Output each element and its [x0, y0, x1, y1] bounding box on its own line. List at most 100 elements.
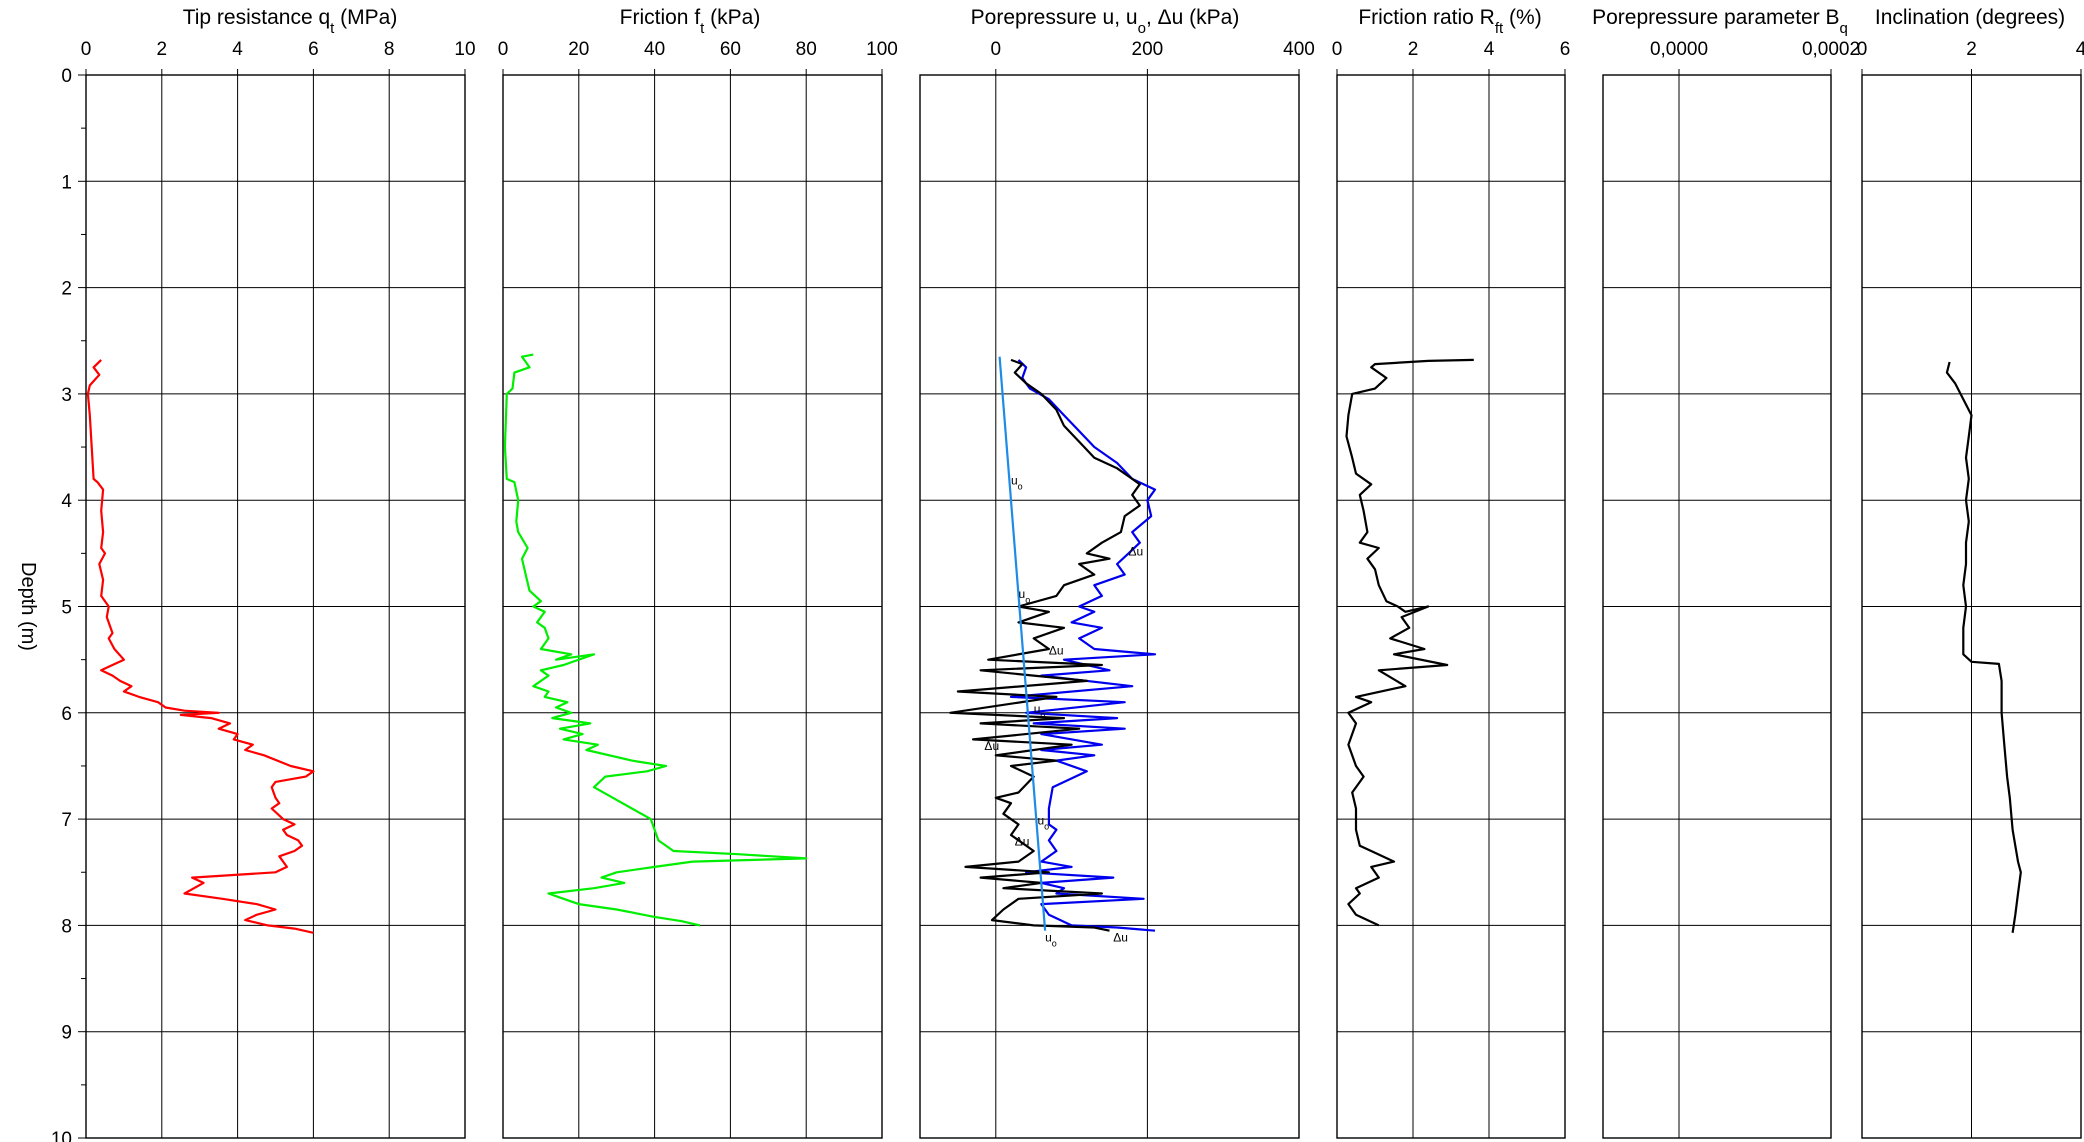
panel-title: Friction ratio Rft (%) [1358, 6, 1541, 37]
depth-tick-label: 1 [61, 172, 72, 193]
x-tick-label: 2 [1966, 39, 1977, 60]
panel-title-unit: (kPa) [704, 6, 760, 29]
x-tick-label: 8 [384, 39, 395, 60]
series-line-fric-1 [503, 353, 808, 927]
series-line-tip-0 [86, 359, 315, 934]
panel-title-sub: t [700, 20, 705, 37]
panel-frame [502, 74, 883, 1139]
depth-tick-label: 5 [61, 598, 72, 619]
curve-annotation-sub: o [1040, 710, 1045, 720]
panel-title-sub: o [1138, 20, 1146, 37]
panel-title-sub: q [1840, 20, 1848, 37]
curve-annotation-sub: o [1025, 595, 1030, 605]
curve-annotation-text: u [1037, 813, 1044, 827]
series-line-pore-4 [998, 356, 1047, 931]
depth-tick-label: 4 [61, 491, 72, 512]
x-tick-label: 2 [157, 39, 168, 60]
curve-annotation: Δu [1113, 930, 1128, 944]
x-tick-label: 60 [720, 39, 741, 60]
panel-title-unit: , Δu (kPa) [1146, 6, 1239, 29]
curve-annotation-text: u [1011, 473, 1018, 487]
curve-annotation: Δu [1128, 544, 1143, 558]
depth-tick-label: 8 [61, 916, 72, 937]
x-tick-label: 400 [1283, 39, 1315, 60]
depth-tick-label: 6 [61, 704, 72, 725]
curve-annotation-text: Δu [1015, 835, 1030, 849]
panel-frame [85, 74, 466, 1139]
curve-annotation: uo [1034, 702, 1046, 720]
x-tick-label: 4 [1484, 39, 1495, 60]
panel-incl: 0 2 4 Inclination (degrees) [1857, 6, 2084, 1139]
panel-title-sub: t [330, 20, 335, 37]
curve-annotation: Δu [1015, 835, 1030, 849]
x-tick-label: 0,0002 [1802, 39, 1860, 60]
depth-axis-label: Depth (m) [17, 562, 39, 651]
x-tick-label: 0 [991, 39, 1002, 60]
series-line-incl-6 [1945, 361, 2022, 933]
curve-annotation-text: Δu [1128, 544, 1143, 558]
curve-annotation-text: Δu [1113, 930, 1128, 944]
depth-tick-label: 9 [61, 1023, 72, 1044]
panel-title-sub: ft [1495, 20, 1504, 37]
panel-title: Porepressure parameter Bq [1592, 6, 1848, 37]
x-tick-label: 6 [1560, 39, 1571, 60]
x-tick-label: 40 [644, 39, 665, 60]
x-tick-label: 200 [1132, 39, 1164, 60]
depth-tick-label: 0 [61, 66, 72, 87]
panel-fric: 0 20 40 60 80 100 Friction ft (kPa) [498, 6, 898, 1139]
x-tick-label: 100 [866, 39, 898, 60]
curve-annotation: Δu [984, 739, 999, 753]
panel-title-main: Inclination (degrees) [1875, 6, 2065, 29]
curve-annotation-sub: o [1052, 938, 1057, 948]
panel-title: Inclination (degrees) [1875, 6, 2065, 29]
curve-annotation: uo [1011, 473, 1023, 491]
panel-frame [1602, 74, 1832, 1139]
curve-annotation-text: u [1019, 587, 1026, 601]
depth-tick-label: 10 [51, 1129, 72, 1142]
x-tick-label: 0,0000 [1650, 39, 1708, 60]
x-tick-label: 0 [81, 39, 92, 60]
depth-tick-label: 3 [61, 385, 72, 406]
panel-title-main: Porepressure u, u [971, 6, 1138, 29]
curve-annotation-sub: o [1044, 821, 1049, 831]
curve-annotation: uo [1045, 930, 1057, 948]
panel-title-main: Tip resistance q [183, 6, 330, 29]
x-tick-label: 80 [796, 39, 817, 60]
curve-annotation-text: Δu [1049, 643, 1064, 657]
panel-title: Porepressure u, uo, Δu (kPa) [971, 6, 1240, 37]
curve-annotation-text: u [1034, 702, 1041, 716]
x-tick-label: 4 [2076, 39, 2084, 60]
x-tick-label: 6 [308, 39, 319, 60]
panel-title-main: Friction f [620, 6, 701, 29]
curve-annotation-text: u [1045, 930, 1052, 944]
panel-title: Tip resistance qt (MPa) [183, 6, 398, 37]
panel-title-unit: (%) [1503, 6, 1542, 29]
x-tick-label: 0 [498, 39, 509, 60]
series-line-ratio-5 [1345, 358, 1474, 927]
panel-frame [1861, 74, 2082, 1139]
x-tick-label: 10 [454, 39, 475, 60]
panel-title-main: Porepressure parameter B [1592, 6, 1839, 29]
panel-frame [1336, 74, 1566, 1139]
depth-tick-label: 7 [61, 810, 72, 831]
panel-ratio: 0 2 4 6 Friction ratio Rft (%) [1332, 6, 1571, 1139]
curve-annotation-sub: o [1018, 481, 1023, 491]
curve-annotation: uo [1019, 587, 1031, 605]
x-tick-label: 0 [1332, 39, 1343, 60]
x-tick-label: 4 [232, 39, 243, 60]
x-tick-label: 20 [568, 39, 589, 60]
x-tick-label: 0 [1857, 39, 1868, 60]
panel-title-unit: (MPa) [334, 6, 397, 29]
panel-title-main: Friction ratio R [1358, 6, 1495, 29]
curve-annotation-text: Δu [984, 739, 999, 753]
panel-tip: 0 2 4 6 8 10 Tip resistance qt (MPa) [81, 6, 476, 1139]
series-line-pore-3 [949, 358, 1141, 932]
depth-axis: 0 1 2 3 4 5 6 7 8 9 10 [51, 66, 86, 1142]
curve-annotation: uo [1037, 813, 1049, 831]
panel-title: Friction ft (kPa) [620, 6, 761, 37]
panel-frame [919, 74, 1300, 1139]
